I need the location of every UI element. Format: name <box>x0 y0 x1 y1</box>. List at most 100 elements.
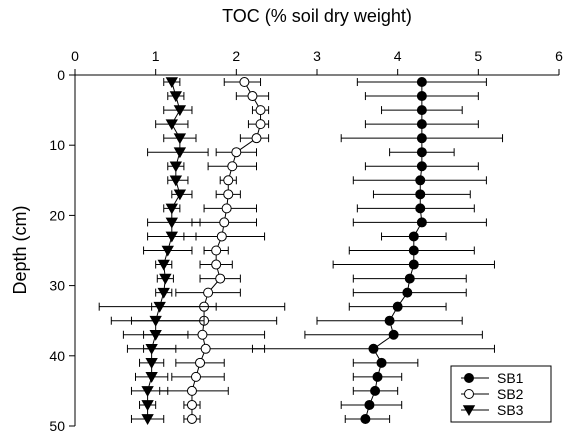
data-point <box>165 217 178 229</box>
data-point <box>416 91 427 102</box>
data-point <box>415 203 426 214</box>
data-point <box>215 273 226 284</box>
data-point <box>173 105 187 117</box>
data-point <box>161 245 174 257</box>
data-point <box>219 217 230 228</box>
data-point <box>186 385 197 396</box>
data-point <box>169 175 183 187</box>
legend-label: SB1 <box>497 370 524 386</box>
data-point <box>169 91 183 103</box>
series-sb1 <box>251 77 504 424</box>
data-point <box>227 161 238 172</box>
data-point <box>141 400 154 411</box>
series-sb3 <box>98 77 217 426</box>
data-point <box>149 315 162 327</box>
x-tick-label: 2 <box>232 48 240 64</box>
data-point <box>223 175 234 186</box>
data-point <box>416 119 427 130</box>
x-tick-label: 0 <box>71 48 79 64</box>
data-point <box>153 301 166 313</box>
data-point <box>216 231 227 242</box>
y-tick-label: 0 <box>57 67 65 83</box>
axes: 0 1 2 3 4 5 6 0 10 20 30 40 50 <box>49 48 563 434</box>
data-point <box>157 287 170 299</box>
data-point <box>195 357 206 368</box>
data-point <box>388 329 399 340</box>
data-point <box>384 315 395 326</box>
legend-label: SB3 <box>497 402 524 418</box>
legend-marker <box>464 389 474 399</box>
data-point <box>416 147 427 158</box>
data-point <box>364 399 375 410</box>
data-point <box>392 301 403 312</box>
legend-label: SB2 <box>497 386 524 402</box>
data-point <box>239 77 250 88</box>
data-point <box>186 399 197 410</box>
x-tick-label: 5 <box>474 48 482 64</box>
x-axis-title: TOC (% soil dry weight) <box>222 6 412 26</box>
data-point <box>165 203 178 215</box>
data-point <box>149 329 162 341</box>
x-tick-label: 4 <box>394 48 402 64</box>
data-point <box>221 203 232 214</box>
y-tick-label: 40 <box>49 348 65 364</box>
data-point <box>231 147 242 158</box>
data-point <box>173 147 187 159</box>
data-point <box>408 245 419 256</box>
data-point <box>211 259 222 270</box>
data-point <box>169 161 183 173</box>
data-point <box>416 133 427 144</box>
data-point <box>145 358 158 369</box>
series-layer <box>98 77 504 426</box>
data-point <box>157 259 170 271</box>
data-point <box>200 343 211 354</box>
data-point <box>251 133 262 144</box>
data-point <box>416 217 427 228</box>
data-point <box>141 386 154 397</box>
data-point <box>186 413 197 424</box>
data-point <box>415 189 426 200</box>
legend-marker <box>462 405 476 417</box>
y-axis-title: Depth (cm) <box>10 205 30 294</box>
data-point <box>145 372 158 383</box>
data-point <box>416 161 427 172</box>
data-point <box>360 413 371 424</box>
data-point <box>173 133 187 145</box>
data-point <box>408 231 419 242</box>
data-point <box>165 231 178 243</box>
data-point <box>370 385 381 396</box>
data-point <box>141 414 154 426</box>
data-point <box>416 105 427 116</box>
data-point <box>165 77 178 89</box>
x-tick-label: 3 <box>313 48 321 64</box>
data-point <box>197 329 208 340</box>
data-point <box>372 371 383 382</box>
data-point <box>191 371 201 382</box>
y-tick-label: 50 <box>49 418 65 434</box>
series-sb2 <box>130 77 286 424</box>
data-point <box>165 119 178 131</box>
x-tick-label: 1 <box>152 48 160 64</box>
y-tick-label: 20 <box>49 207 65 223</box>
data-point <box>255 105 266 116</box>
data-point <box>211 245 222 256</box>
data-point <box>416 77 427 88</box>
y-tick-label: 30 <box>49 278 65 294</box>
data-point <box>203 287 214 298</box>
data-point <box>145 343 158 355</box>
data-point <box>247 91 258 102</box>
data-point <box>173 189 187 201</box>
y-tick-label: 10 <box>49 137 65 153</box>
data-point <box>223 189 234 200</box>
data-point <box>368 343 379 354</box>
data-point <box>402 287 413 298</box>
data-point <box>415 175 426 186</box>
x-tick-label: 6 <box>555 48 563 64</box>
data-point <box>255 119 266 130</box>
legend-marker <box>464 373 474 383</box>
data-point <box>159 273 172 285</box>
data-point <box>404 273 415 284</box>
data-point <box>408 259 419 270</box>
